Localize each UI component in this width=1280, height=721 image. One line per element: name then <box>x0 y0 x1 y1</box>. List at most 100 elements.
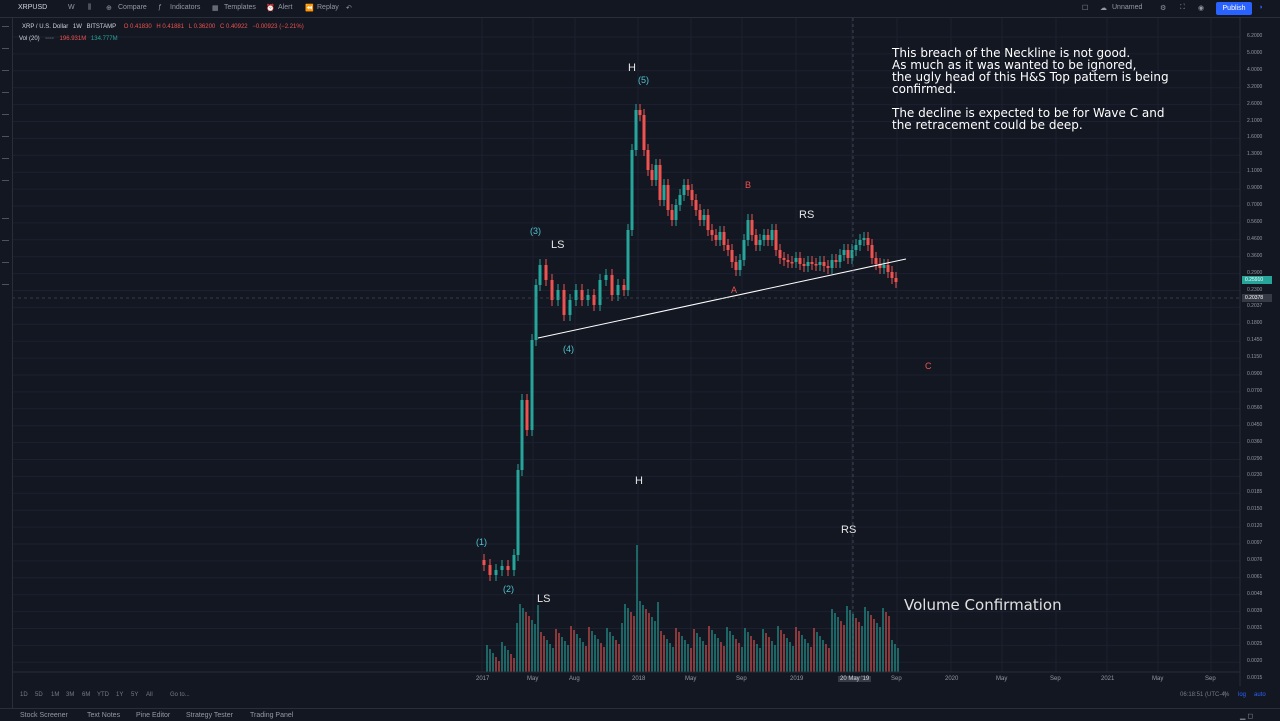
publish-menu-icon[interactable]: ◗ <box>1259 4 1264 11</box>
timeframe-3m[interactable]: 3M <box>66 692 75 698</box>
current-price-label: 0.25910 <box>1245 277 1264 283</box>
volume-confirmation-label[interactable]: Volume Confirmation <box>904 596 1062 614</box>
price-axis-label: 0.0076 <box>1247 556 1263 563</box>
fullscreen-icon[interactable]: ⛶ <box>1180 4 1185 11</box>
lock-tool-icon[interactable] <box>2 240 9 241</box>
timeframe-all[interactable]: All <box>146 692 153 698</box>
text-tool-icon[interactable] <box>2 136 9 137</box>
go-to-date-button[interactable]: Go to... <box>170 692 190 698</box>
annotation-line-4[interactable]: confirmed. <box>892 82 957 96</box>
price-axis-label: 0.0560 <box>1247 404 1263 411</box>
price-axis-label: 0.0700 <box>1247 387 1263 394</box>
candle-body <box>766 235 770 240</box>
scale-log-button[interactable]: log <box>1238 692 1247 698</box>
left-shoulder-label[interactable]: LS <box>551 239 565 251</box>
measure-tool-icon[interactable] <box>2 158 9 159</box>
volume-bar <box>894 644 896 672</box>
timeframe-1y[interactable]: 1Y <box>116 692 124 698</box>
volume-bar <box>615 640 617 672</box>
timeframe-5d[interactable]: 5D <box>35 692 43 698</box>
wave-3-label[interactable]: (3) <box>530 226 541 236</box>
clock[interactable]: 06:18:51 (UTC-4) <box>1180 692 1227 698</box>
magnet-tool-icon[interactable] <box>2 218 9 219</box>
trend-line-tool-icon[interactable] <box>2 48 9 49</box>
price-axis-label: 0.7000 <box>1247 202 1263 208</box>
volume-bar <box>741 647 743 672</box>
wave-5-label[interactable]: (5) <box>638 75 649 85</box>
annotation-line-3[interactable]: the ugly head of this H&S Top pattern is… <box>892 70 1169 84</box>
timeframe-ytd[interactable]: YTD <box>97 692 109 698</box>
legend-exchange: BITSTAMP <box>86 24 117 30</box>
annotation-line-2[interactable]: As much as it was wanted to be ignored, <box>892 58 1137 72</box>
annotation-line-1[interactable]: This breach of the Neckline is not good. <box>892 46 1131 60</box>
candle-body <box>750 220 754 235</box>
replay-button[interactable]: Replay <box>317 4 339 11</box>
volume-bar <box>690 648 692 672</box>
settings-icon[interactable]: ⚙ <box>1160 5 1167 12</box>
candle-body <box>894 278 898 282</box>
annotation-line-6[interactable]: the retracement could be deep. <box>892 118 1083 132</box>
publish-button[interactable]: Publish <box>1216 2 1252 15</box>
price-axis-label: 0.0360 <box>1247 438 1263 445</box>
timeframe-1d[interactable]: 1D <box>20 692 28 698</box>
timeframe-6m[interactable]: 6M <box>82 692 91 698</box>
templates-button[interactable]: Templates <box>224 4 256 11</box>
undo-icon[interactable]: ↶ <box>346 5 352 12</box>
indicators-button[interactable]: Indicators <box>170 4 201 11</box>
compare-button[interactable]: Compare <box>118 4 147 11</box>
bottom-tab-text-notes[interactable]: Text Notes <box>87 712 121 719</box>
candle-body <box>742 240 746 260</box>
wave-c-label[interactable]: C <box>925 361 932 371</box>
volume-settings-icon[interactable]: ▫▫▫▫ <box>45 36 54 42</box>
neckline[interactable] <box>537 258 907 339</box>
timeframe-5y[interactable]: 5Y <box>131 692 139 698</box>
wave-b-label[interactable]: B <box>745 180 752 190</box>
volume-left-shoulder-label[interactable]: LS <box>537 593 551 605</box>
wave-4-label[interactable]: (4) <box>563 344 574 354</box>
camera-icon[interactable]: ◉ <box>1198 5 1205 12</box>
bottom-tab-pine-editor[interactable]: Pine Editor <box>136 712 171 719</box>
bottom-tab-trading-panel[interactable]: Trading Panel <box>250 712 294 719</box>
annotation-line-5[interactable]: The decline is expected to be for Wave C… <box>892 106 1165 120</box>
volume-right-shoulder-label[interactable]: RS <box>841 524 857 536</box>
legend-change: −0.00923 (−2.21%) <box>252 24 304 30</box>
layout-name[interactable]: Unnamed <box>1112 4 1143 11</box>
volume-head-label[interactable]: H <box>635 475 643 487</box>
volume-bar <box>756 644 758 672</box>
select-icon[interactable]: ☐ <box>1082 5 1089 12</box>
panel-minimize-icon[interactable]: ▁ ◻ <box>1240 713 1254 720</box>
scale-auto-button[interactable]: auto <box>1254 692 1266 698</box>
bottom-tab-stock-screener[interactable]: Stock Screener <box>20 712 68 719</box>
remove-tool-icon[interactable] <box>2 284 9 285</box>
candle-body <box>706 215 710 230</box>
volume-ma: 134.777M <box>90 36 118 42</box>
volume-bar <box>630 612 632 672</box>
volume-bar <box>822 640 824 672</box>
pattern-tool-icon[interactable] <box>2 92 9 93</box>
wave-1-label[interactable]: (1) <box>476 537 487 547</box>
wave-2-label[interactable]: (2) <box>503 584 514 594</box>
crosshair-tool-icon[interactable] <box>2 26 9 27</box>
fib-tool-icon[interactable] <box>2 70 9 71</box>
interval-selector[interactable]: W <box>68 4 75 11</box>
brush-tool-icon[interactable] <box>2 114 9 115</box>
chart-style-icon[interactable]: ⫼ <box>88 4 92 11</box>
head-label[interactable]: H <box>628 62 636 74</box>
volume-bar <box>792 646 794 672</box>
time-axis-label: May <box>1152 676 1164 682</box>
symbol-search[interactable]: XRPUSD <box>18 4 48 11</box>
candle-body <box>878 264 882 268</box>
volume-bar <box>489 649 491 672</box>
candle-body <box>862 238 866 240</box>
zoom-tool-icon[interactable] <box>2 180 9 181</box>
alert-button[interactable]: Alert <box>278 4 293 11</box>
right-shoulder-label[interactable]: RS <box>799 209 815 221</box>
bottom-tab-strategy-tester[interactable]: Strategy Tester <box>186 712 233 719</box>
wave-a-label[interactable]: A <box>731 285 738 295</box>
hide-tool-icon[interactable] <box>2 262 9 263</box>
volume-legend[interactable]: Vol (20) ▫▫▫▫ 196.931M 134.777M <box>19 36 118 42</box>
series-legend[interactable]: XRP / U.S. Dollar 1W BITSTAMP O 0.41830 … <box>22 24 304 30</box>
scale-percent-button[interactable]: % <box>1224 692 1230 698</box>
timeframe-1m[interactable]: 1M <box>51 692 60 698</box>
